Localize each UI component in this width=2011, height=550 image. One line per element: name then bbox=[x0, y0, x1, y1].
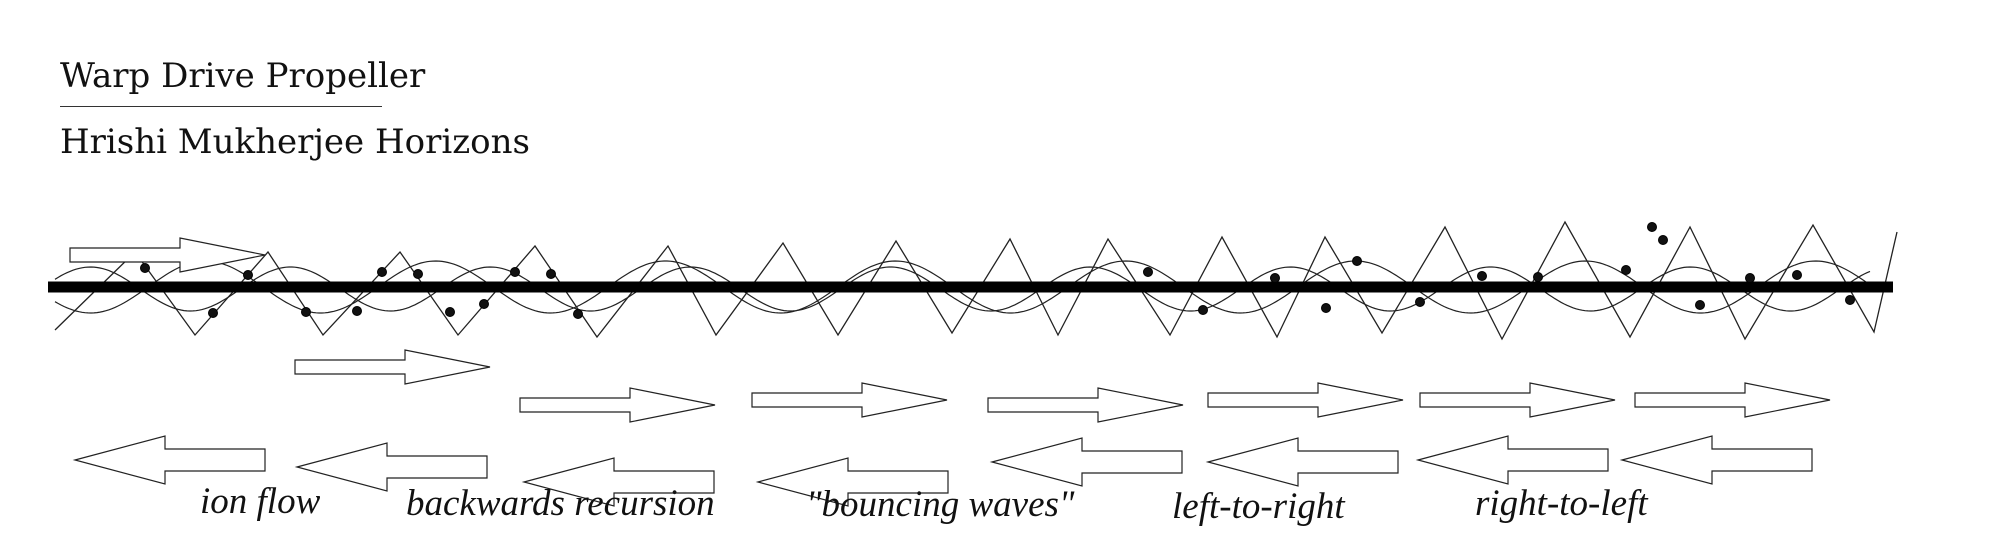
right-arrow bbox=[294, 349, 491, 385]
left-arrow bbox=[521, 457, 715, 507]
wave-knot bbox=[1198, 305, 1208, 315]
right-arrow bbox=[1207, 382, 1404, 418]
left-arrow bbox=[989, 437, 1183, 487]
caption-right-to-left: right-to-left bbox=[1475, 483, 1649, 524]
left-arrow bbox=[72, 435, 266, 485]
wave-knot bbox=[445, 307, 455, 317]
zigzag-wave bbox=[54, 220, 1898, 341]
wave-knot bbox=[1321, 303, 1331, 313]
right-arrow bbox=[519, 387, 716, 423]
title-underline bbox=[60, 106, 382, 107]
wave-knot bbox=[1792, 270, 1802, 280]
left-arrow bbox=[294, 442, 488, 492]
wave-knot bbox=[377, 267, 387, 277]
wave-knot bbox=[1647, 222, 1657, 232]
wave-knot bbox=[1695, 300, 1705, 310]
right-arrow bbox=[987, 387, 1184, 423]
wave-knot bbox=[1477, 271, 1487, 281]
wave-knot bbox=[546, 269, 556, 279]
caption-backwards-recursion: backwards recursion bbox=[406, 483, 715, 524]
left-arrow bbox=[1205, 437, 1399, 487]
wave-knot bbox=[1621, 265, 1631, 275]
wave-knot bbox=[243, 270, 253, 280]
caption-left-to-right: left-to-right bbox=[1172, 486, 1346, 527]
wave-knot bbox=[1845, 295, 1855, 305]
diagram-title: Warp Drive Propeller bbox=[60, 56, 426, 96]
caption-ion-flow: ion flow bbox=[200, 481, 321, 522]
wave-knot bbox=[140, 263, 150, 273]
knot-layer bbox=[140, 222, 1855, 319]
wave-knot bbox=[479, 299, 489, 309]
wave-knot bbox=[1745, 273, 1755, 283]
wave-knot bbox=[1415, 297, 1425, 307]
diagram-subtitle: Hrishi Mukherjee Horizons bbox=[60, 122, 530, 162]
right-arrow bbox=[1419, 382, 1616, 418]
left-arrow bbox=[1619, 435, 1813, 485]
wave-knot bbox=[1352, 256, 1362, 266]
right-arrow bbox=[1634, 382, 1831, 418]
right-arrow bbox=[751, 382, 948, 418]
rightward-arrows bbox=[69, 237, 1831, 423]
wave-knot bbox=[301, 307, 311, 317]
wave-layer bbox=[54, 220, 1898, 341]
left-arrow bbox=[755, 457, 949, 507]
left-arrow bbox=[1415, 435, 1609, 485]
sine-wave-b bbox=[54, 266, 1871, 312]
caption-bouncing-waves: "bouncing waves" bbox=[806, 484, 1075, 525]
wave-knot bbox=[510, 267, 520, 277]
wave-knot bbox=[1533, 272, 1543, 282]
right-arrow bbox=[69, 237, 266, 273]
wave-knot bbox=[413, 269, 423, 279]
wave-knot bbox=[208, 308, 218, 318]
wave-knot bbox=[352, 306, 362, 316]
wave-knot bbox=[1658, 235, 1668, 245]
leftward-arrows bbox=[72, 435, 1813, 507]
wave-knot bbox=[1270, 273, 1280, 283]
wave-knot bbox=[573, 309, 583, 319]
wave-knot bbox=[1143, 267, 1153, 277]
